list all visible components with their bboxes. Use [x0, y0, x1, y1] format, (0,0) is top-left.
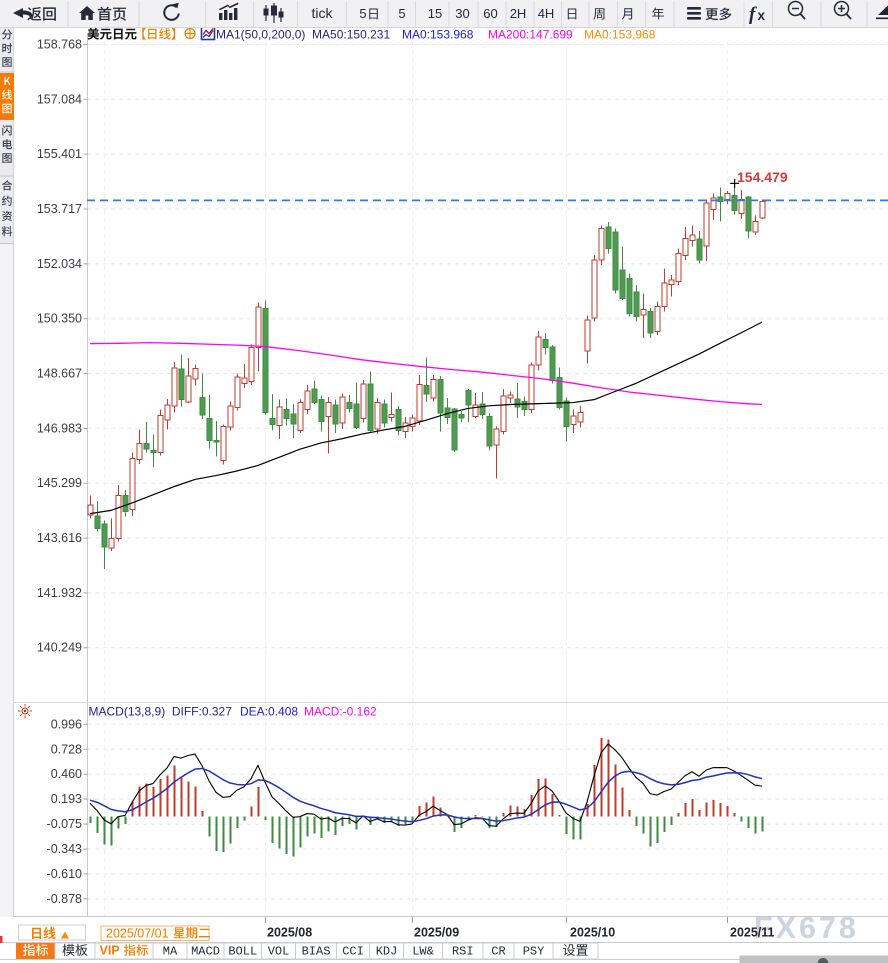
- svg-text:157.084: 157.084: [37, 92, 82, 106]
- svg-text:f: f: [749, 4, 757, 25]
- svg-text:4H: 4H: [538, 6, 555, 21]
- svg-text:KDJ: KDJ: [376, 945, 398, 959]
- svg-text:tick: tick: [312, 5, 334, 21]
- svg-text:141.932: 141.932: [37, 586, 82, 600]
- svg-text:MA: MA: [163, 945, 178, 959]
- svg-text:VOL: VOL: [268, 945, 290, 959]
- svg-text:FX678: FX678: [754, 917, 859, 945]
- svg-text:60: 60: [483, 6, 497, 21]
- svg-text:MA200:147.699: MA200:147.699: [488, 28, 573, 42]
- svg-text:2025/07/01: 2025/07/01: [106, 927, 169, 941]
- svg-text:BOLL: BOLL: [228, 945, 257, 959]
- svg-text:0.996: 0.996: [51, 717, 82, 731]
- svg-text:145.299: 145.299: [37, 476, 82, 490]
- svg-text:153.717: 153.717: [37, 202, 82, 216]
- svg-text:PSY: PSY: [523, 945, 545, 959]
- svg-text:158.768: 158.768: [37, 38, 82, 52]
- svg-text:RSI: RSI: [452, 945, 474, 959]
- svg-text:LW&: LW&: [412, 945, 434, 959]
- svg-text:2025/08: 2025/08: [267, 926, 312, 940]
- svg-text:0.193: 0.193: [51, 792, 82, 806]
- svg-text:146.983: 146.983: [37, 421, 82, 435]
- svg-text:-0.610: -0.610: [47, 867, 82, 881]
- svg-text:BIAS: BIAS: [302, 945, 331, 959]
- svg-text:MACD(13,8,9) DIFF:0.327: MACD(13,8,9) DIFF:0.327: [89, 705, 233, 719]
- svg-text:2025/10: 2025/10: [570, 926, 615, 940]
- svg-text:MA0:153.968: MA0:153.968: [584, 28, 656, 42]
- svg-text:15: 15: [428, 6, 442, 21]
- svg-text:MACD:-0.162: MACD:-0.162: [304, 705, 377, 719]
- svg-text:MA0:153.968: MA0:153.968: [402, 28, 474, 42]
- svg-text:VIP: VIP: [100, 944, 120, 958]
- svg-text:-0.075: -0.075: [47, 817, 82, 831]
- svg-text:-0.343: -0.343: [47, 842, 82, 856]
- svg-text:5: 5: [398, 6, 405, 21]
- svg-text:150.350: 150.350: [37, 312, 82, 326]
- svg-text:0.728: 0.728: [51, 742, 82, 756]
- svg-text:x: x: [758, 8, 766, 23]
- svg-text:0.460: 0.460: [51, 767, 82, 781]
- svg-text:2025/11: 2025/11: [730, 926, 775, 940]
- svg-text:CCI: CCI: [342, 945, 364, 959]
- svg-text:MA1(50,0,200,0) MA50:150.231: MA1(50,0,200,0) MA50:150.231: [216, 28, 390, 42]
- svg-text:155.401: 155.401: [37, 147, 82, 161]
- svg-text:30: 30: [455, 6, 469, 21]
- svg-text:CR: CR: [491, 945, 505, 959]
- svg-text:140.249: 140.249: [37, 641, 82, 655]
- svg-text:5: 5: [359, 6, 366, 21]
- svg-text:DEA:0.408: DEA:0.408: [240, 705, 298, 719]
- svg-text:-0.878: -0.878: [47, 892, 82, 906]
- svg-text:152.034: 152.034: [37, 257, 82, 271]
- svg-text:154.479: 154.479: [737, 169, 788, 185]
- svg-text:143.616: 143.616: [37, 531, 82, 545]
- svg-text:148.667: 148.667: [37, 367, 82, 381]
- svg-text:2H: 2H: [510, 6, 527, 21]
- svg-text:2025/09: 2025/09: [414, 926, 459, 940]
- svg-text:MACD: MACD: [191, 945, 220, 959]
